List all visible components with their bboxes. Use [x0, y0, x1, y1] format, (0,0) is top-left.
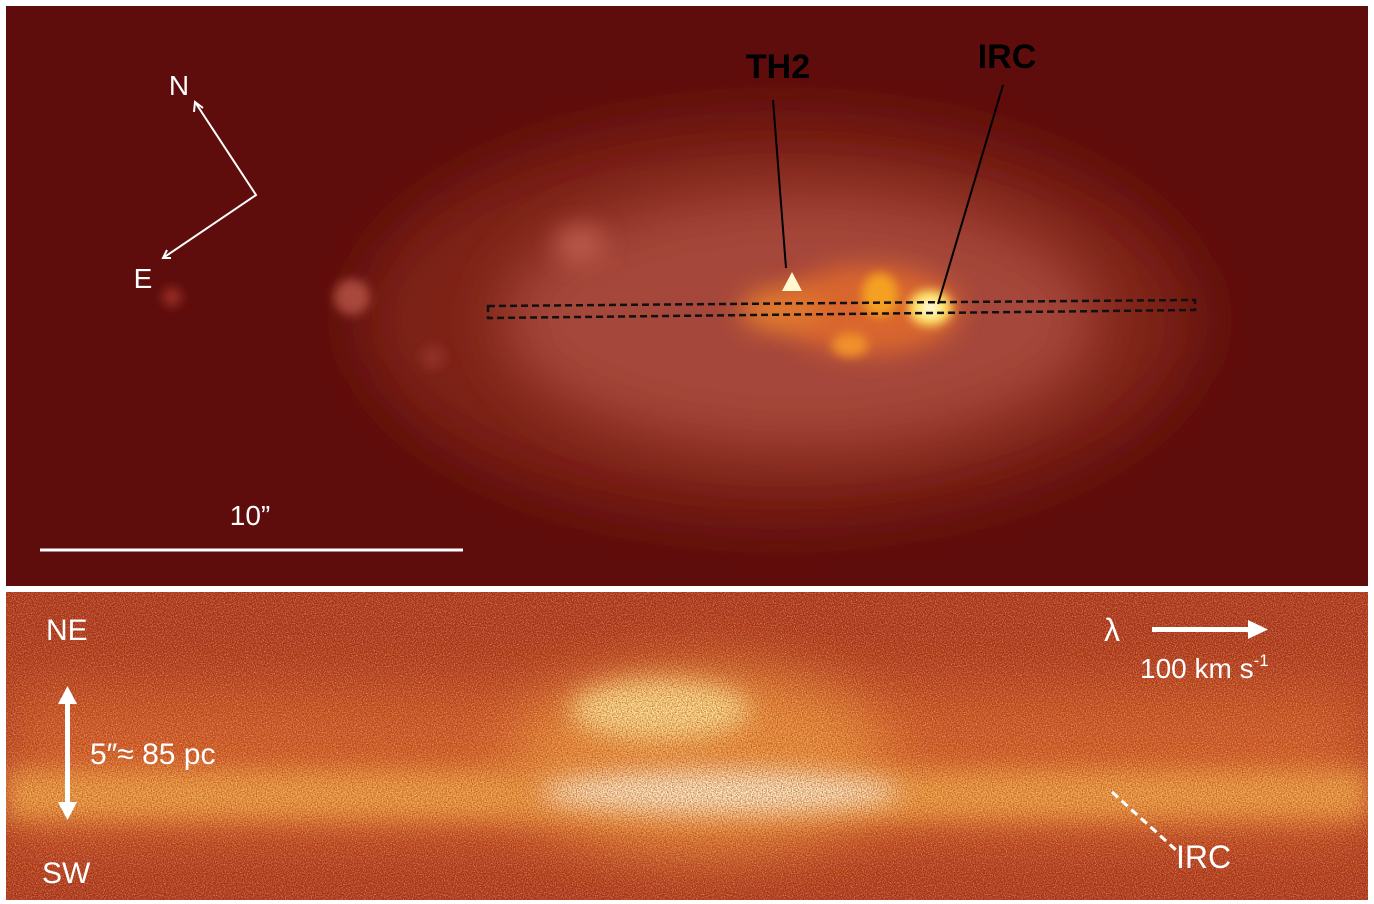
velocity-arrow-shaft: [1152, 627, 1252, 632]
top-panel: TH2 IRC N E 10”: [6, 6, 1368, 586]
knot: [162, 287, 182, 307]
spatial-arrow-shaft: [65, 700, 70, 806]
northeast-label: NE: [46, 614, 88, 647]
velocity-scale: 100 km s-1: [1140, 651, 1269, 684]
hot-spot: [832, 333, 868, 357]
southwest-label: SW: [42, 857, 91, 890]
north-label: N: [169, 70, 189, 101]
knot: [421, 345, 445, 369]
wavelength-label: λ: [1104, 612, 1120, 648]
nuclear-region: [740, 288, 820, 332]
east-label: E: [134, 263, 153, 294]
hot-spot: [862, 273, 898, 317]
spatial-scale-label: 5″≈ 85 pc: [90, 738, 216, 771]
irc-label: IRC: [978, 38, 1037, 76]
velocity-scale-exponent: -1: [1254, 651, 1269, 670]
velocity-scale-text: 100 km s: [1140, 653, 1254, 684]
knot: [555, 225, 605, 265]
irc-label: IRC: [1176, 839, 1231, 875]
scale-bar-label: 10”: [230, 500, 270, 531]
figure: TH2 IRC N E 10” NE SW 5″≈ 85 pc λ 100: [0, 0, 1374, 904]
bottom-panel: NE SW 5″≈ 85 pc λ 100 km s-1 IRC: [6, 592, 1368, 900]
th2-label: TH2: [746, 48, 810, 86]
knot: [334, 279, 370, 315]
